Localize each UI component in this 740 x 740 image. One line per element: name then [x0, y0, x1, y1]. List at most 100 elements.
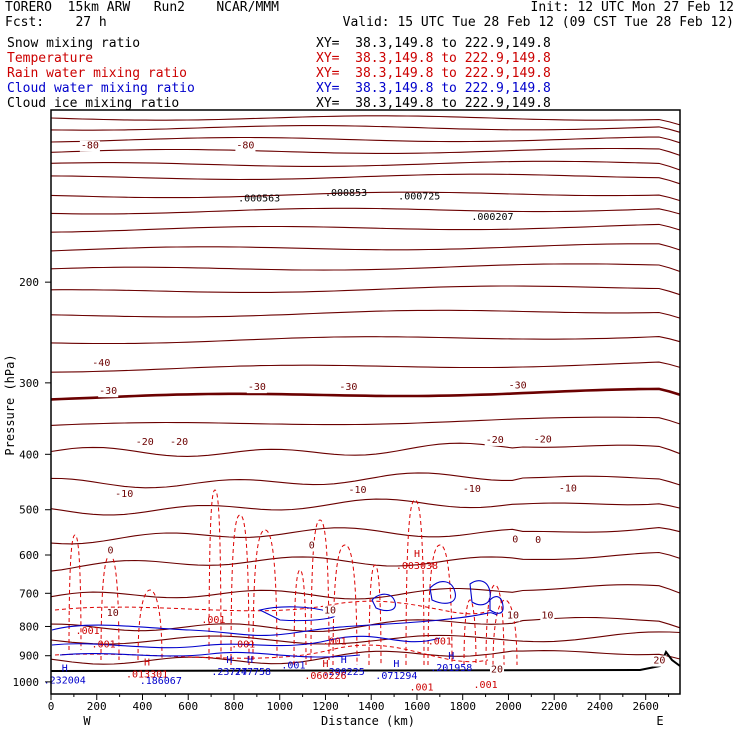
rain-water-contour [463, 599, 477, 666]
isotherm [50, 498, 681, 516]
extremum-value: .000853 [325, 188, 367, 199]
temperature-label-bg [91, 358, 112, 370]
header-line2-left: Fcst: 27 h [5, 15, 107, 30]
extremum-value: .201958 [430, 663, 472, 674]
y-axis-label: Pressure (hPa) [3, 354, 17, 455]
extremum-marker: H [62, 663, 68, 674]
x-tick-label: 1800 [449, 700, 476, 713]
isotherm [50, 416, 681, 426]
extremum-value: .001 [409, 682, 433, 693]
label-layer: -80 -80 -40 -30 -30 -30 -30 -20 -20 -20 -20 -10 -10 -… [44, 140, 667, 693]
temperature-label-bg [534, 534, 543, 546]
temperature-label-bg [338, 382, 359, 394]
y-tick-label: 200 [19, 276, 39, 289]
x-tick-label: 400 [133, 700, 153, 713]
field-name-snow: Snow mixing ratio [7, 36, 141, 51]
isotherm [50, 361, 681, 373]
temperature-label: -30 [509, 381, 527, 392]
x-tick-label: 600 [178, 700, 198, 713]
extremum-marker: H [393, 659, 399, 670]
isotherm [50, 147, 681, 156]
temperature-label-bg [134, 436, 155, 448]
isotherm [50, 442, 681, 457]
cloud-water-contour [51, 612, 498, 636]
temperature-label: -10 [115, 489, 133, 500]
cloud-water-contour [469, 580, 491, 606]
extremum-marker: H [322, 659, 328, 670]
temperature-label: 10 [541, 611, 553, 622]
temperature-label: -80 [236, 141, 254, 152]
contour-layer [50, 115, 681, 672]
y-tick-label: 500 [19, 504, 39, 517]
extremum-value: .23777 [211, 667, 247, 678]
isotherm [50, 309, 681, 319]
x-tick-label: 2000 [495, 700, 522, 713]
west-label: W [83, 714, 91, 728]
rain-water-contour [427, 544, 453, 666]
x-tick-label: 1000 [266, 700, 293, 713]
temperature-label: 20 [491, 665, 503, 676]
temperature-label-bg [235, 140, 256, 152]
isotherm [50, 584, 681, 600]
cloud-water-contour [489, 596, 504, 614]
cloud-water-contour [371, 593, 396, 612]
extremum-value: .001 [92, 640, 116, 651]
temperature-label-bg [323, 605, 338, 617]
x-tick-label: 2200 [541, 700, 568, 713]
extremum-value: .232004 [44, 675, 86, 686]
temperature-label-bg [511, 534, 520, 546]
header-line1-left: TORERO 15km ARW Run2 NCAR/MMM [5, 0, 279, 15]
extremum-value: .001 [281, 661, 305, 672]
y-tick-label: 900 [19, 650, 39, 663]
y-tick-label: 700 [19, 587, 39, 600]
temperature-label: 0 [107, 546, 113, 557]
field-xy-snow: XY= 38.3,149.8 to 222.9,149.8 [316, 36, 551, 51]
temperature-label: -20 [486, 435, 504, 446]
extremum-value: .001 [428, 637, 452, 648]
extremum-value: .200225 [323, 667, 365, 678]
rain-water-contour [230, 514, 250, 666]
temperature-label-bg [79, 140, 100, 152]
x-tick-label: 1200 [312, 700, 339, 713]
y-tick-label: 1000 [13, 676, 40, 689]
field-xy-rain: XY= 38.3,149.8 to 222.9,149.8 [316, 66, 551, 81]
temperature-label: -30 [339, 382, 357, 393]
rain-water-band [54, 644, 489, 663]
isotherm [50, 115, 681, 126]
extremum-value: .003038 [396, 561, 438, 572]
temperature-label: -20 [170, 437, 188, 448]
y-tick-label: 400 [19, 448, 39, 461]
temperature-label-bg [540, 610, 555, 622]
temperature-label-bg [169, 436, 190, 448]
isotherm [50, 472, 681, 489]
extremum-value: .001 [231, 640, 255, 651]
field-xy-cloud-ice: XY= 38.3,149.8 to 222.9,149.8 [316, 96, 551, 111]
temperature-label: -20 [136, 437, 154, 448]
extremum-value: .000725 [398, 192, 440, 203]
y-tick-label: 300 [19, 377, 39, 390]
y-tick-label: 600 [19, 549, 39, 562]
extremum-marker: H [341, 655, 347, 666]
y-tick-label: 800 [19, 620, 39, 633]
isotherm [50, 616, 681, 633]
temperature-label: -40 [92, 358, 110, 369]
temperature-label-bg [506, 610, 521, 622]
rain-water-contour [485, 584, 505, 666]
temperature-label-bg [106, 545, 115, 557]
temperature-label: -10 [463, 484, 481, 495]
temperature-label: 0 [535, 535, 541, 546]
temperature-label: -30 [248, 382, 266, 393]
extremum-marker: H [226, 655, 232, 666]
temperature-label-bg [652, 655, 667, 667]
field-xy-temperature: XY= 38.3,149.8 to 222.9,149.8 [316, 51, 551, 66]
cloud-water-contour [51, 635, 441, 649]
extremum-marker: H [448, 651, 454, 662]
rain-water-contour [405, 499, 425, 666]
x-tick-label: 0 [48, 700, 55, 713]
rain-water-contour [68, 534, 82, 651]
isotherm [50, 243, 681, 252]
temperature-label: 10 [107, 608, 119, 619]
rain-water-band [54, 600, 491, 615]
field-name-cloud-water: Cloud water mixing ratio [7, 81, 195, 96]
